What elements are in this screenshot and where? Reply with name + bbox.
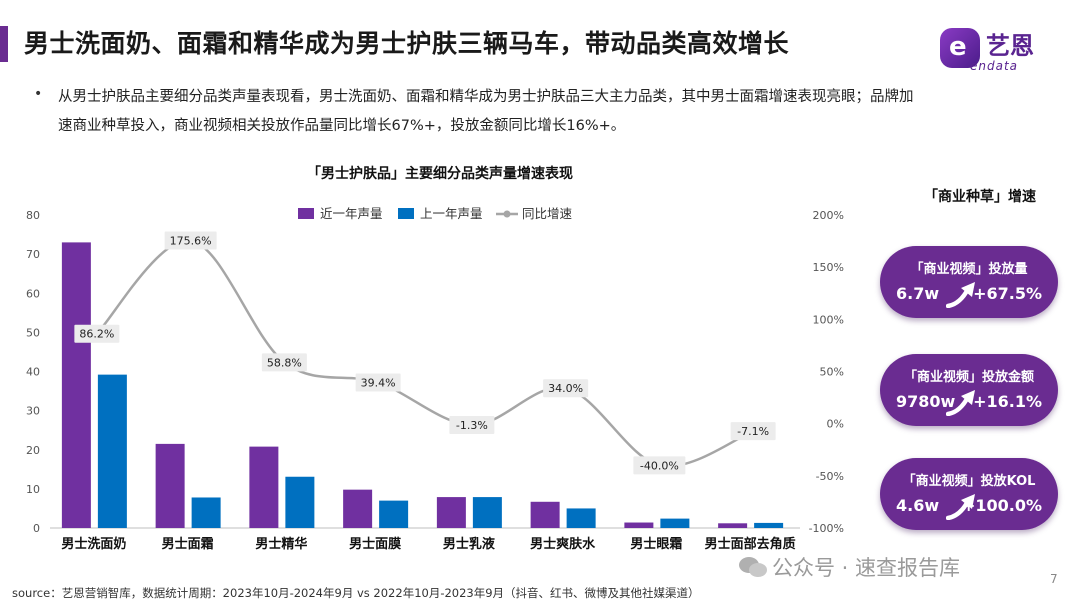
legend-label-previous: 上一年声量 [420, 206, 483, 221]
y-right-tick-label: 100% [813, 313, 844, 326]
bar-recent-year [436, 497, 466, 528]
bar-recent-year [718, 523, 748, 528]
stat-card-value: 6.7w [896, 284, 940, 303]
bar-previous-year [660, 518, 690, 528]
y-right-tick-label: -100% [809, 522, 844, 535]
stat-card-label: 「商业视频」投放KOL [902, 474, 1036, 489]
bullet-point: • [34, 86, 43, 102]
legend-swatch-recent [298, 208, 314, 219]
growth-rate-label: 39.4% [361, 377, 396, 390]
bar-previous-year [97, 374, 127, 528]
stat-card-label: 「商业视频」投放量 [910, 262, 1028, 277]
x-category-label: 男士面膜 [349, 536, 401, 552]
y-right-tick-label: -50% [816, 470, 844, 483]
x-category-label: 男士乳液 [443, 536, 495, 552]
legend-marker-growth [503, 210, 511, 218]
growth-rate-line [95, 239, 754, 468]
x-category-label: 男士眼霜 [630, 536, 682, 552]
logo-chinese-name: 艺恩 [986, 32, 1034, 60]
growth-arrow-icon [946, 282, 975, 308]
legend-label-growth: 同比增速 [522, 206, 573, 221]
growth-label-box [449, 416, 495, 435]
stat-card-spend: 「商业视频」投放金额 9780w +16.1% [880, 354, 1058, 426]
page-title: 男士洗面奶、面霜和精华成为男士护肤三辆马车，带动品类高效增长 [24, 29, 790, 58]
stat-card-label: 「商业视频」投放金额 [903, 370, 1034, 385]
y-left-tick-label: 40 [26, 366, 40, 379]
y-left-tick-label: 30 [26, 405, 40, 418]
bar-recent-year [624, 522, 654, 528]
stat-card-growth: +100.0% [961, 496, 1042, 515]
x-category-label: 男士精华 [255, 536, 307, 552]
y-left-tick-label: 80 [26, 209, 40, 222]
side-panel-title: 「商业种草」增速 [924, 189, 1036, 205]
watermark-text: 公众号 · 速查报告库 [772, 556, 961, 580]
summary-text: 从男士护肤品主要细分品类声量表现看，男士洗面奶、面霜和精华成为男士护肤品三大主力… [58, 89, 914, 134]
bar-recent-year [530, 501, 560, 528]
bar-previous-year [754, 522, 784, 528]
x-category-label: 男士面部去角质 [705, 536, 796, 552]
legend-swatch-previous [398, 208, 414, 219]
endata-logo: e 艺恩 endata [940, 22, 1060, 78]
category-volume-chart: 0 10 20 30 40 50 60 70 80 -100% -50% 0% 50% 100% 150% 2… [26, 206, 844, 552]
y-right-tick-label: 50% [820, 366, 844, 379]
bar-recent-year [155, 443, 185, 528]
growth-label-box [74, 324, 120, 343]
stat-card-value: 9780w [896, 392, 956, 411]
growth-rate-label: 175.6% [170, 234, 212, 247]
growth-label-box [633, 456, 686, 475]
y-left-tick-label: 20 [26, 444, 40, 457]
growth-label-box [730, 422, 776, 441]
y-left-tick-label: 0 [33, 522, 40, 535]
growth-arrow-icon [946, 494, 975, 520]
growth-arrow-icon [946, 390, 975, 416]
y-left-tick-label: 60 [26, 287, 40, 300]
bar-previous-year [566, 508, 596, 528]
bar-recent-year [343, 489, 373, 528]
bar-recent-year [249, 446, 279, 528]
stat-card-value: 4.6w [896, 496, 940, 515]
growth-rate-label: -7.1% [737, 425, 769, 438]
y-left-tick-label: 50 [26, 326, 40, 339]
growth-rate-label: 34.0% [548, 382, 583, 395]
y-right-tick-label: 150% [813, 261, 844, 274]
growth-label-box [164, 231, 217, 250]
logo-english-name: endata [970, 59, 1019, 73]
growth-label-box [355, 373, 401, 392]
bar-previous-year [191, 497, 221, 528]
chart-title: 「男士护肤品」主要细分品类声量增速表现 [307, 166, 573, 182]
stat-card-growth: +16.1% [973, 392, 1042, 411]
stat-card-kol: 「商业视频」投放KOL 4.6w +100.0% [880, 458, 1058, 530]
source-note: source：艺恩营销智库，数据统计周期：2023年10月-2024年9月 vs… [12, 586, 700, 600]
title-accent-bar [0, 26, 8, 62]
y-left-tick-label: 70 [26, 248, 40, 261]
stat-card-volume: 「商业视频」投放量 6.7w +67.5% [880, 246, 1058, 318]
page-number: 7 [1050, 572, 1058, 586]
logo-mark-icon: e [940, 28, 980, 68]
bar-previous-year [379, 500, 409, 528]
growth-rate-label: -40.0% [640, 459, 679, 472]
growth-label-box [543, 379, 589, 398]
x-category-label: 男士面霜 [162, 536, 214, 552]
bar-recent-year [61, 242, 91, 528]
x-category-label: 男士洗面奶 [61, 536, 126, 552]
bar-previous-year [472, 497, 502, 528]
wechat-icon [739, 557, 767, 577]
growth-label-box [261, 353, 307, 372]
y-right-tick-label: 200% [813, 209, 844, 222]
growth-rate-label: -1.3% [456, 419, 488, 432]
y-left-tick-label: 10 [26, 483, 40, 496]
bar-previous-year [285, 476, 315, 528]
y-right-tick-label: 0% [827, 418, 844, 431]
stat-card-growth: +67.5% [973, 284, 1042, 303]
x-category-label: 男士爽肤水 [530, 536, 596, 552]
growth-rate-label: 86.2% [79, 328, 114, 341]
growth-rate-label: 58.8% [267, 356, 302, 369]
legend-label-recent: 近一年声量 [320, 206, 383, 221]
